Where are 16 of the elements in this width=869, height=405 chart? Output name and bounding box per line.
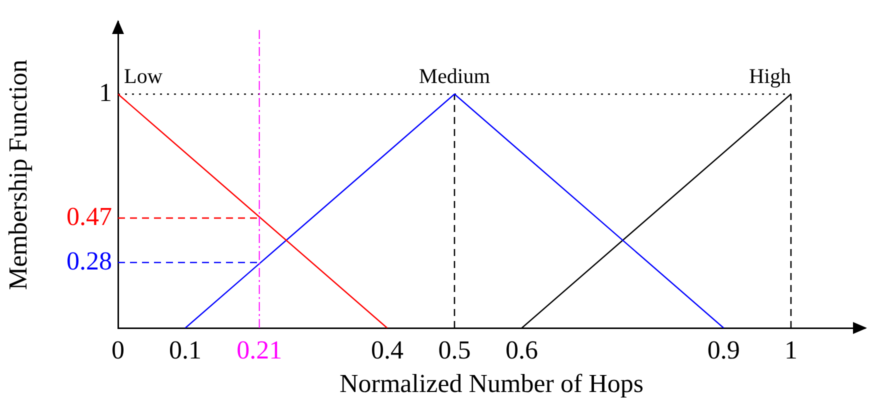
series-label: Low (124, 64, 164, 88)
x-tick-label: 0.1 (169, 335, 202, 364)
x-axis-title: Normalized Number of Hops (340, 369, 644, 398)
x-tick-label: 0.4 (370, 335, 404, 364)
x-tick-label: 0.9 (707, 335, 740, 364)
x-tick-label: 0 (112, 335, 124, 364)
x-tick-label: 0.5 (438, 335, 471, 364)
y-tick-label: 0.47 (66, 202, 112, 231)
x-tick-label: 1 (784, 335, 798, 364)
y-tick-label: 1 (99, 78, 112, 107)
y-tick-label: 0.28 (66, 246, 112, 276)
x-tick-label: 0.21 (236, 335, 282, 364)
series-label: Medium (418, 64, 490, 88)
series-label: High (748, 64, 792, 88)
y-axis-title: Membership Function (3, 60, 32, 290)
x-tick-label: 0.6 (506, 335, 538, 364)
